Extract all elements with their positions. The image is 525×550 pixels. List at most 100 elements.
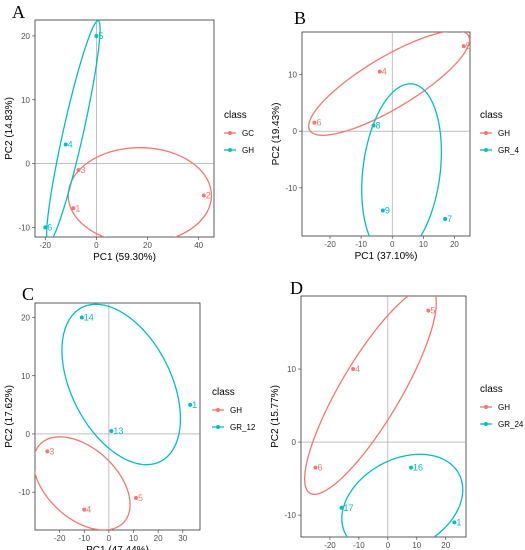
x-tick-label: -20	[39, 241, 51, 250]
legend-title: class	[212, 387, 235, 398]
x-axis-title: PC1 (47.44%)	[86, 545, 149, 550]
point-label: 2	[206, 191, 211, 201]
plot-area: 5 4 6 16 17 1	[303, 296, 464, 537]
legend-key-point	[484, 148, 488, 152]
panel-a: A -20 0 20 40 -10 0 10 20 PC1 (59.30%) PC2 (14.83%…	[4, 2, 254, 263]
y-axis-title: PC2 (14.83%)	[4, 97, 15, 160]
legend-entry: GH	[498, 403, 510, 412]
point-label: 4	[68, 139, 73, 149]
plot-frame	[34, 302, 201, 531]
x-tick-label: 0	[386, 541, 391, 550]
legend-key-point	[216, 425, 220, 429]
y-tick-label: 10	[287, 365, 296, 374]
y-tick-label: 0	[292, 438, 297, 447]
y-tick-label: 10	[288, 71, 297, 80]
legend-key-point	[228, 131, 232, 135]
legend-title: class	[480, 110, 503, 121]
data-point	[351, 367, 356, 372]
data-point	[94, 33, 99, 38]
data-point	[339, 505, 344, 510]
confidence-ellipse-gr_4	[361, 83, 443, 236]
legend-key-point	[484, 405, 488, 409]
y-tick-label: 0	[26, 160, 31, 169]
point-label: 5	[98, 31, 103, 41]
legend-key-point	[484, 422, 488, 426]
y-axis-title: PC2 (19.43%)	[271, 103, 282, 166]
x-tick-label: 10	[129, 534, 138, 543]
legend-entry: GC	[242, 129, 254, 138]
x-tick-label: 10	[412, 541, 421, 550]
data-point	[76, 167, 81, 172]
data-point	[82, 507, 87, 512]
data-point	[452, 520, 457, 525]
x-tick-label: -20	[324, 541, 336, 550]
x-tick-label: -20	[324, 240, 336, 249]
point-label: 1	[192, 400, 197, 410]
data-point	[43, 225, 48, 230]
y-tick-label: 20	[21, 314, 30, 323]
x-tick-label: 0	[94, 241, 99, 250]
panel-label: D	[290, 278, 303, 298]
data-point	[313, 465, 318, 470]
x-tick-label: 10	[419, 240, 428, 249]
y-axis-title: PC2 (15.77%)	[270, 385, 281, 448]
panel-label: C	[22, 284, 34, 304]
x-tick-label: 40	[194, 241, 203, 250]
data-point	[380, 208, 385, 213]
x-tick-label: 0	[107, 534, 112, 543]
legend-entry: GR_24	[498, 420, 524, 429]
plot-area: 3 4 5 14 1 13	[35, 303, 197, 530]
confidence-ellipse-gr_12	[61, 303, 182, 466]
legend-entry: GH	[230, 406, 242, 415]
data-point	[188, 402, 193, 407]
data-point	[377, 69, 382, 74]
data-point	[201, 193, 206, 198]
data-point	[409, 465, 413, 470]
point-label: 13	[113, 426, 123, 436]
point-label: 8	[376, 121, 381, 131]
point-label: 14	[84, 313, 94, 323]
point-label: 3	[80, 165, 85, 175]
legend-entry: GH	[242, 146, 254, 155]
x-tick-label: 20	[143, 241, 152, 250]
data-point	[461, 44, 466, 49]
panel-c: C -20 -10 0 10 20 30 -10 0 10 20 PC1 (47.44%) PC2 (1…	[4, 284, 256, 550]
plot-frame	[300, 295, 467, 538]
point-label: 1	[456, 517, 461, 527]
x-tick-label: 30	[178, 534, 187, 543]
point-label: 5	[430, 306, 435, 316]
x-axis-title: PC1 (59.30%)	[93, 252, 156, 263]
panel-label: A	[12, 2, 25, 22]
point-label: 1	[75, 203, 80, 213]
y-tick-label: 0	[293, 127, 298, 136]
y-tick-label: -10	[285, 184, 297, 193]
x-tick-label: 20	[441, 541, 450, 550]
x-tick-label: -10	[78, 534, 90, 543]
panel-label: B	[294, 8, 306, 28]
y-tick-label: 20	[21, 32, 30, 41]
plot-frame	[301, 31, 471, 237]
y-tick-label: 0	[26, 430, 31, 439]
data-point	[371, 123, 376, 128]
confidence-ellipse-gh	[308, 32, 470, 136]
x-tick-label: 0	[390, 240, 395, 249]
x-tick-label: -20	[54, 534, 66, 543]
x-tick-label: 20	[450, 240, 459, 249]
y-tick-label: -10	[18, 488, 30, 497]
legend-key-point	[484, 131, 488, 135]
plot-area: 5 4 6 8 9 7	[308, 32, 470, 236]
y-tick-label: 10	[21, 96, 30, 105]
confidence-ellipse-gh	[45, 20, 101, 237]
y-axis-title: PC2 (17.62%)	[4, 385, 15, 448]
legend-title: class	[224, 110, 247, 121]
data-point	[133, 495, 138, 500]
y-tick-label: 10	[21, 372, 30, 381]
data-point	[79, 315, 84, 320]
point-label: 16	[413, 463, 423, 473]
point-label: 4	[355, 364, 360, 374]
data-point	[109, 429, 114, 434]
confidence-ellipse-gh	[35, 436, 131, 530]
legend-entry: GR_12	[230, 423, 256, 432]
point-label: 9	[385, 206, 390, 216]
